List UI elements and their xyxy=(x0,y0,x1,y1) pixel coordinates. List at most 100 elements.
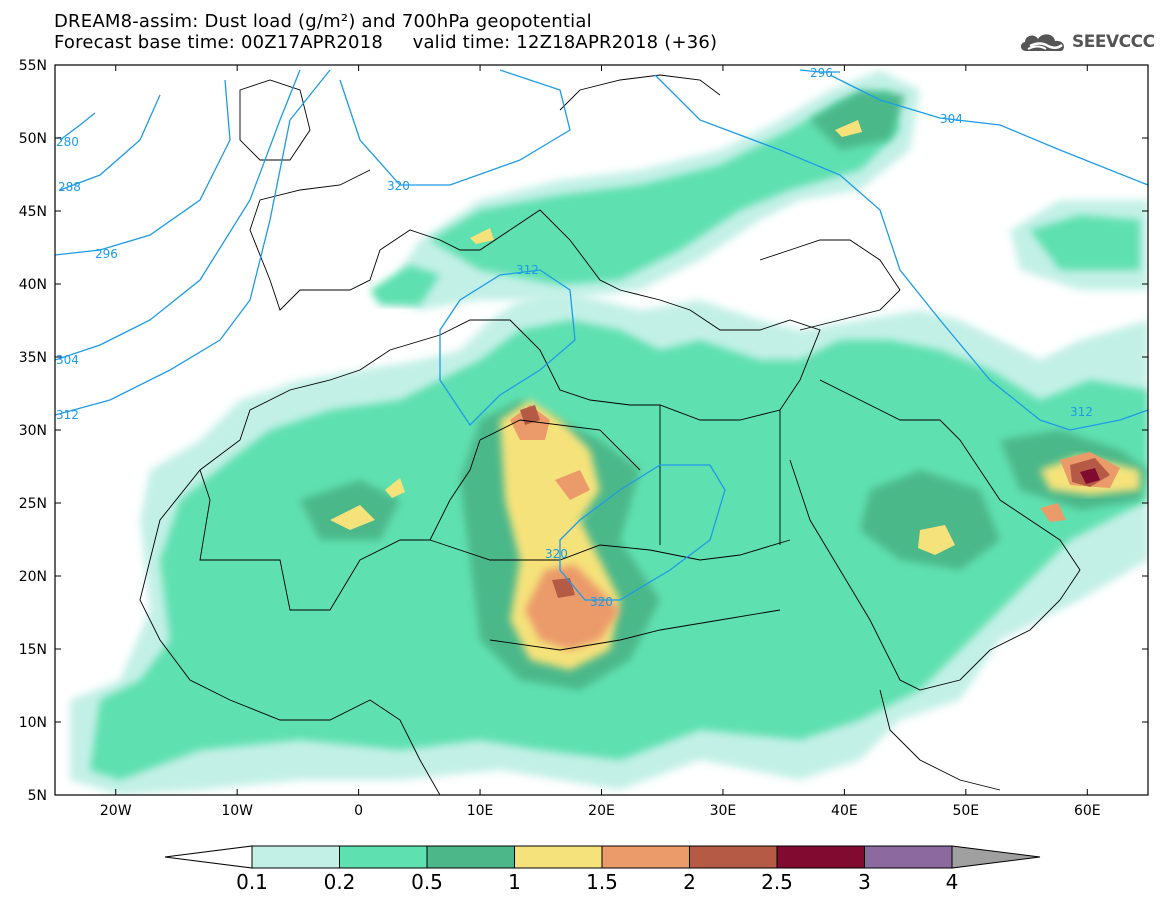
longitude-label: 20E xyxy=(588,803,615,819)
dust-patch-2.5-gulf xyxy=(1080,468,1100,484)
colorbar-label: 1 xyxy=(508,870,521,894)
logo-text: SEEVCCC xyxy=(1072,32,1155,52)
geopotential-contours xyxy=(55,69,1148,601)
contour-label: 320 xyxy=(590,595,613,609)
coast-baltic xyxy=(559,74,721,111)
colorbar-label: 4 xyxy=(946,870,959,894)
colorbar-label: 3 xyxy=(858,870,871,894)
dust-band-europe-0.2 xyxy=(430,90,900,285)
dust-patch-1.5-mid xyxy=(555,470,590,500)
colorbar-segment xyxy=(426,845,515,869)
contour-288 xyxy=(59,94,161,191)
colorbar-label: 1.5 xyxy=(586,870,618,894)
border-mali xyxy=(199,439,481,611)
colorbar-label: 0.1 xyxy=(236,870,268,894)
dust-band-1.5-south xyxy=(525,565,620,650)
forecast-time-line: Forecast base time: 00Z17APR2018 valid t… xyxy=(54,32,718,53)
latitude-label: 10N xyxy=(19,715,47,731)
longitude-labels: 20W 10W 0 10E 20E 30E 40E 50E 60E xyxy=(100,65,1101,819)
contour-label-group: 296 304 320 312 320 320 312 296 288 280 … xyxy=(56,66,1093,609)
coastlines xyxy=(139,74,1081,795)
contour-label: 296 xyxy=(95,247,118,261)
dust-patch-2-north xyxy=(520,405,540,425)
colorbar-label: 0.5 xyxy=(411,870,443,894)
contour-312-west xyxy=(55,69,331,416)
latitude-label: 25N xyxy=(19,496,47,512)
longitude-label: 20W xyxy=(100,803,132,819)
latitude-label: 50N xyxy=(19,131,47,147)
longitude-label: 10E xyxy=(467,803,494,819)
contour-296-west xyxy=(55,79,231,256)
contour-label: 312 xyxy=(56,408,79,422)
latitude-label: 40N xyxy=(19,277,47,293)
border-sahel xyxy=(429,539,791,561)
latitude-labels: 55N 50N 45N 40N 35N 30N 25N 20N 15N 10N 5N xyxy=(19,58,1148,804)
contour-304-west xyxy=(55,69,301,361)
contour-label: 320 xyxy=(387,179,410,193)
colorbar-upper-arrow xyxy=(951,845,1041,869)
colorbar-segment xyxy=(251,845,340,869)
longitude-label: 30E xyxy=(710,803,737,819)
contour-label: 280 xyxy=(56,135,79,149)
longitude-label: 10W xyxy=(221,803,253,819)
dust-patch-2-south xyxy=(552,578,575,598)
latitude-label: 55N xyxy=(19,58,47,74)
colorbar-segment xyxy=(776,845,865,869)
coast-horn xyxy=(879,689,1001,791)
dust-band-0.5-ukraine xyxy=(810,90,905,150)
coast-west-africa xyxy=(139,559,441,795)
colorbar-segment xyxy=(689,845,778,869)
dust-field xyxy=(70,70,1148,795)
seevccc-logo: SEEVCCC xyxy=(1018,28,1155,56)
colorbar-segment xyxy=(339,845,428,869)
border-algeria-libya xyxy=(479,419,641,471)
coast-black-sea xyxy=(759,239,901,331)
border-chad xyxy=(489,609,781,651)
longitude-label: 50E xyxy=(952,803,979,819)
longitude-label: 40E xyxy=(831,803,858,819)
dust-patch-1-ukraine xyxy=(835,120,862,137)
colorbar-lower-arrow xyxy=(164,845,253,869)
latitude-label: 20N xyxy=(19,569,47,585)
colorbar-segment xyxy=(864,845,953,869)
contour-304-east xyxy=(829,74,1148,186)
contour-label: 304 xyxy=(56,353,79,367)
dust-patch-1-west xyxy=(330,505,375,530)
contour-label: 312 xyxy=(516,263,539,277)
cloud-logo-icon xyxy=(1020,34,1065,51)
coast-britain xyxy=(239,79,311,161)
contour-320-europe xyxy=(339,69,571,186)
latitude-label: 15N xyxy=(19,642,47,658)
longitude-label: 60E xyxy=(1074,803,1101,819)
contour-label: 304 xyxy=(940,112,963,126)
colorbar-label: 2 xyxy=(683,870,696,894)
dust-patch-caspian xyxy=(1030,215,1140,270)
colorbar-label: 2.5 xyxy=(761,870,793,894)
contour-label: 312 xyxy=(1070,405,1093,419)
dust-patch-1.5-oman xyxy=(1040,503,1066,522)
latitude-label: 35N xyxy=(19,350,47,366)
colorbar-segment xyxy=(601,845,690,869)
colorbar-segment xyxy=(514,845,603,869)
colorbar: 0.1 0.2 0.5 1 1.5 2 2.5 3 4 xyxy=(164,845,1041,894)
contour-label: 288 xyxy=(58,180,81,194)
dust-patch-1-west2 xyxy=(385,478,405,498)
contour-label: 296 xyxy=(810,66,833,80)
latitude-label: 45N xyxy=(19,204,47,220)
contour-296-east xyxy=(799,69,840,73)
coast-arabia xyxy=(789,379,1081,691)
longitude-label: 0 xyxy=(354,803,363,819)
dust-patch-1-alps xyxy=(470,228,494,244)
latitude-label: 30N xyxy=(19,423,47,439)
contour-320-central xyxy=(559,464,726,601)
contour-312-east xyxy=(654,74,1148,431)
contour-312-med xyxy=(439,269,576,427)
dust-band-0.5-arabia xyxy=(860,470,1000,570)
dust-patch-1-arabia xyxy=(918,525,955,555)
contour-label: 320 xyxy=(545,547,568,561)
colorbar-label: 0.2 xyxy=(324,870,356,894)
coast-med-north xyxy=(149,169,821,561)
contour-280 xyxy=(59,112,96,141)
map-title: DREAM8-assim: Dust load (g/m²) and 700hP… xyxy=(54,11,592,32)
